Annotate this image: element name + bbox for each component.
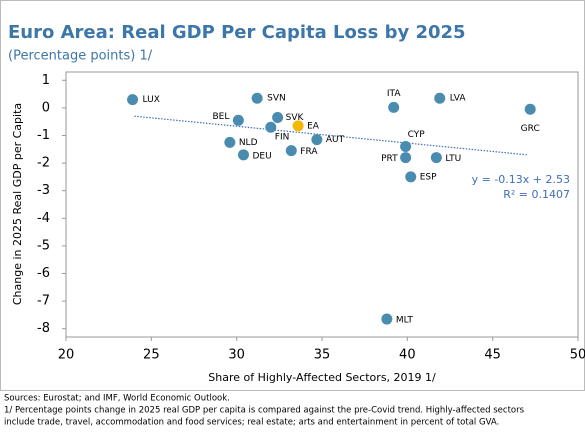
plot-frame [65, 71, 579, 338]
y-tick-label: -8 [37, 321, 50, 336]
y-tick-label: -5 [37, 238, 50, 253]
point-label: ESP [420, 172, 437, 182]
note: 1/ Percentage points change in 2025 real… [4, 406, 525, 416]
point [400, 141, 412, 153]
point [292, 120, 304, 132]
y-axis-label: Change in 2025 Real GDP per Capita [11, 103, 24, 305]
point [434, 92, 446, 104]
x-tick-label: 25 [143, 348, 160, 363]
trend-equation: y = -0.13x + 2.53 [472, 173, 570, 186]
point [224, 136, 236, 148]
chart-subtitle: (Percentage points) 1/ [8, 49, 153, 64]
point-label: SVK [286, 113, 305, 123]
point-label: LTU [445, 154, 461, 164]
point-label: CYP [408, 130, 426, 140]
point-label: BEL [212, 112, 229, 122]
point-label: NLD [239, 138, 258, 148]
x-axis-label: Share of Highly-Affected Sectors, 2019 1… [208, 371, 436, 384]
point [127, 94, 139, 106]
x-tick-label: 30 [228, 348, 245, 363]
x-tick-label: 35 [314, 348, 331, 363]
point-label: ITA [387, 89, 401, 99]
y-tick-label: -2 [37, 156, 50, 171]
point-label: GRC [521, 124, 540, 134]
point [388, 101, 400, 113]
trend-r2: R² = 0.1407 [503, 188, 570, 201]
point [311, 134, 323, 146]
point-label: AUT [326, 135, 345, 145]
y-tick-label: -6 [37, 266, 50, 281]
point [400, 152, 412, 164]
chart-title: Euro Area: Real GDP Per Capita Loss by 2… [8, 22, 466, 43]
x-tick-label: 20 [58, 348, 75, 363]
x-tick-label: 50 [570, 348, 585, 363]
point-label: FIN [275, 133, 290, 143]
y-tick-label: 0 [42, 100, 50, 115]
point [430, 152, 442, 164]
point-label: MLT [396, 316, 414, 326]
point-label: EA [307, 121, 320, 131]
x-tick-label: 40 [399, 348, 416, 363]
point [524, 103, 536, 115]
point-label: DEU [252, 151, 271, 161]
y-tick-label: -4 [37, 211, 50, 226]
point [272, 112, 284, 124]
point [232, 114, 244, 126]
y-tick-label: -1 [37, 128, 50, 143]
y-tick-label: -3 [37, 183, 50, 198]
note: Sources: Eurostat; and IMF, World Econom… [4, 394, 230, 404]
point [405, 171, 417, 183]
point-label: LVA [450, 94, 467, 104]
point [265, 121, 277, 133]
point [285, 145, 297, 157]
point [381, 313, 393, 325]
point-label: LUX [143, 95, 160, 105]
point [237, 149, 249, 161]
point-label: SVN [267, 94, 286, 104]
point [251, 92, 263, 104]
point-label: PRT [381, 154, 398, 164]
point-label: FRA [300, 147, 318, 157]
y-tick-label: 1 [42, 73, 50, 88]
x-tick-label: 45 [484, 348, 501, 363]
note: include trade, travel, accommodation and… [4, 418, 499, 428]
y-tick-label: -7 [37, 294, 50, 309]
